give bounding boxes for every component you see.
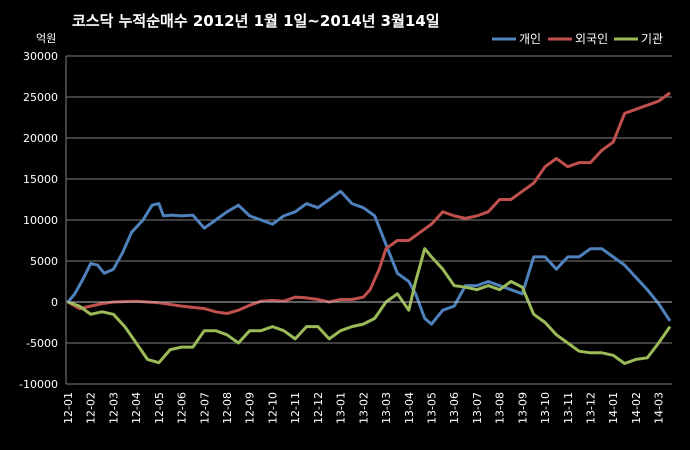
x-tick-label: 13-05 [425,392,438,424]
series-line-2 [67,247,672,365]
series-lines [66,91,672,365]
x-tick-label: 12-08 [221,392,234,424]
x-tick-label: 12-06 [176,392,189,424]
series-line-1 [67,91,671,315]
x-tick-label: 13-08 [494,392,507,424]
legend: 개인 외국인 기관 [492,32,663,46]
x-tick-label: 13-10 [539,392,552,424]
x-tick-label: 12-02 [85,392,98,424]
y-axis-ticks: 30000 25000 20000 15000 10000 5000 0 -5000 -1000… [19,50,58,391]
y-tick-label: 15000 [23,173,58,186]
y-tick-label: 0 [51,296,58,309]
x-tick-label: 14-03 [653,392,666,424]
y-tick-label: -10000 [19,378,58,391]
x-tick-label: 12-09 [244,392,257,424]
gridlines [65,55,672,385]
chart-title: 코스닥 누적순매수 2012년 1월 1일~2014년 3월14일 [72,12,440,30]
series-line-0 [66,189,672,326]
legend-label-foreign: 외국인 [575,32,608,46]
x-tick-label: 14-01 [607,392,620,424]
x-tick-label: 12-01 [62,392,75,424]
x-tick-label: 13-03 [380,392,393,424]
x-tick-label: 13-06 [448,392,461,424]
x-tick-label: 14-02 [630,392,643,424]
x-tick-label: 12-11 [289,392,302,424]
y-tick-label: -5000 [26,337,58,350]
x-tick-label: 12-12 [312,392,325,424]
y-tick-label: 20000 [23,132,58,145]
y-tick-label: 10000 [23,214,58,227]
x-tick-label: 13-12 [584,392,597,424]
y-unit-label: 억원 [36,32,56,45]
y-tick-label: 5000 [30,255,58,268]
x-axis-ticks: 12-01 12-02 12-03 12-04 12-05 12-06 12-07 12-08… [62,392,666,424]
x-tick-label: 12-03 [107,392,120,424]
x-tick-label: 12-05 [153,392,166,424]
x-tick-label: 13-01 [335,392,348,424]
y-tick-label: 30000 [23,50,58,63]
x-tick-label: 13-09 [516,392,529,424]
x-tick-label: 13-07 [471,392,484,424]
x-tick-label: 12-10 [266,392,279,424]
legend-label-individual: 개인 [519,32,541,46]
x-tick-label: 12-04 [130,392,143,424]
x-tick-label: 12-07 [198,392,211,424]
x-tick-label: 13-04 [403,392,416,424]
legend-label-institution: 기관 [641,32,663,46]
x-tick-label: 13-02 [357,392,370,424]
x-tick-label: 13-11 [562,392,575,424]
y-tick-label: 25000 [23,91,58,104]
